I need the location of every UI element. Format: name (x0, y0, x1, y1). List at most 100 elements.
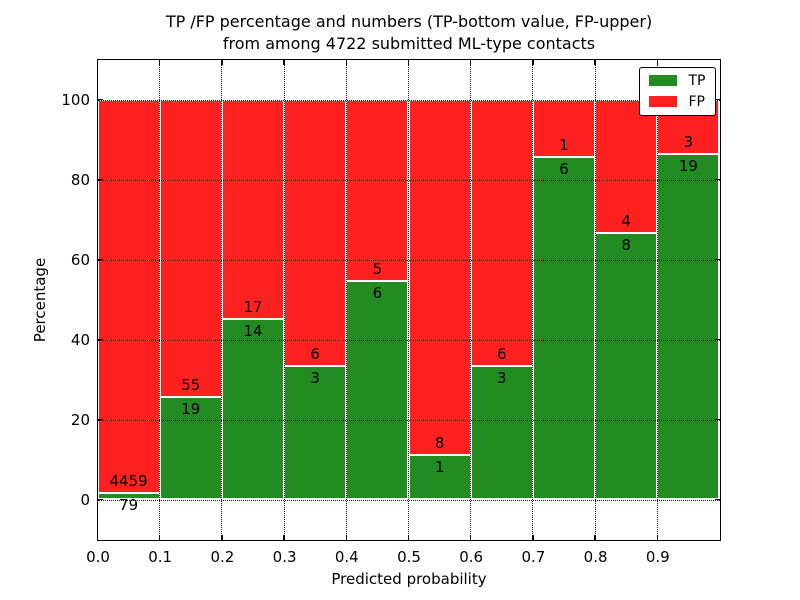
legend-label-tp: TP (688, 72, 706, 89)
bar-tp-segment (346, 281, 409, 500)
plot-frame: TP FP 4459 79 55 19 17 14 6 3 5 6 8 1 6 3 1 6 4 8 3 19 (96, 58, 721, 541)
gridline-vertical (470, 59, 472, 540)
x-tick-label: 0.8 (583, 548, 608, 566)
bar-fp-segment (532, 99, 596, 157)
x-tick-label: 0.9 (645, 548, 670, 566)
x-axis-tick-top (221, 59, 223, 65)
legend-entry-fp: FP (648, 93, 706, 110)
bar-fp-count-label: 4459 (109, 471, 148, 490)
x-axis-tick-top (594, 59, 596, 65)
y-axis-tick (97, 418, 103, 420)
y-tick-label: 100 (61, 91, 90, 109)
gridline-vertical (594, 59, 596, 540)
gridline-vertical (159, 59, 161, 540)
bar-tp-segment (97, 492, 160, 500)
bar-fp-count-label: 6 (497, 345, 507, 364)
bar-fp-segment (159, 99, 222, 397)
x-axis-tick-top (407, 59, 410, 65)
x-tick-label: 0.7 (521, 548, 546, 566)
bar-tp-count-label: 19 (678, 157, 698, 176)
y-axis-tick (97, 258, 103, 260)
x-axis-tick (656, 534, 659, 540)
legend-label-fp: FP (688, 93, 706, 110)
y-axis-tick-right (714, 498, 720, 500)
y-axis-tick (97, 338, 103, 340)
x-tick-label: 0.4 (334, 548, 359, 566)
x-axis-tick (345, 534, 348, 540)
bar-fp-segment (408, 99, 471, 456)
y-axis-tick-right (714, 178, 720, 180)
bar-fp-segment (221, 99, 285, 319)
tp-swatch-icon (648, 75, 677, 86)
x-axis-tick (283, 534, 285, 540)
bar-fp-segment (284, 99, 347, 367)
x-axis-tick-top (283, 59, 285, 65)
y-tick-label: 80 (70, 171, 90, 189)
bar-tp-count-label: 1 (434, 458, 445, 477)
y-axis-tick (97, 498, 103, 500)
bar-fp-count-label: 6 (310, 345, 320, 364)
x-axis-label: Predicted probability (331, 570, 487, 588)
bar-tp-count-label: 79 (119, 495, 139, 514)
y-axis-tick (97, 178, 103, 180)
bar-tp-segment (470, 366, 533, 500)
gridline-vertical (283, 59, 285, 540)
y-tick-label: 60 (70, 251, 90, 269)
x-axis-tick (532, 534, 534, 540)
y-tick-label: 0 (80, 491, 90, 509)
x-axis-tick-top (532, 59, 534, 65)
y-axis-tick-right (714, 418, 720, 420)
x-tick-label: 0.5 (397, 548, 421, 566)
bar-fp-count-label: 17 (243, 297, 263, 316)
x-axis-tick-top (158, 59, 161, 65)
bar-tp-count-label: 8 (621, 235, 631, 254)
x-tick-label: 0.3 (272, 548, 297, 566)
x-axis-tick-top (345, 59, 348, 65)
bar-tp-segment (595, 232, 658, 500)
bar-fp-segment (595, 99, 658, 233)
bar-tp-segment (284, 366, 347, 500)
bar-tp-count-label: 6 (372, 284, 383, 303)
x-axis-tick (158, 534, 161, 540)
bar-tp-count-label: 3 (497, 369, 507, 388)
gridline-vertical (532, 59, 534, 540)
bar-tp-count-label: 6 (559, 159, 569, 178)
plot-area: TP FP 4459 79 55 19 17 14 6 3 5 6 8 1 6 3 1 6 4 8 3 19 (97, 59, 720, 540)
x-axis-tick-top (469, 59, 472, 65)
legend-entry-tp: TP (648, 72, 706, 89)
bar-fp-count-label: 8 (434, 434, 445, 453)
legend: TP FP (638, 66, 716, 116)
x-tick-label: 0.2 (210, 548, 235, 566)
x-tick-label: 0.6 (459, 548, 484, 566)
chart-title-line2: from among 4722 submitted ML-type contac… (222, 34, 596, 53)
bar-tp-count-label: 14 (243, 321, 263, 340)
y-axis-tick (97, 98, 103, 100)
x-axis-tick (594, 534, 596, 540)
bar-tp-segment (159, 396, 222, 500)
x-tick-label: 0.0 (86, 548, 110, 566)
bar-tp-segment (408, 455, 471, 500)
gridline-vertical (408, 59, 409, 540)
bar-tp-segment (221, 318, 285, 500)
y-axis-tick-right (714, 98, 720, 100)
bar-fp-count-label: 4 (621, 211, 631, 230)
y-axis-tick-right (714, 338, 720, 340)
y-tick-label: 20 (70, 411, 90, 429)
chart-title-line1: TP /FP percentage and numbers (TP-bottom… (165, 12, 653, 31)
gridline-vertical (656, 59, 658, 540)
bar-tp-count-label: 19 (181, 399, 201, 418)
y-tick-label: 40 (70, 331, 90, 349)
bar-fp-segment (97, 99, 160, 493)
bar-tp-segment (657, 154, 720, 500)
gridline-vertical (221, 59, 223, 540)
x-axis-tick-top (656, 59, 659, 65)
bar-tp-count-label: 3 (310, 369, 320, 388)
x-tick-label: 0.1 (148, 548, 173, 566)
x-axis-tick (221, 534, 223, 540)
gridline-vertical (345, 59, 347, 540)
bar-fp-count-label: 5 (372, 260, 383, 279)
fp-swatch-icon (648, 96, 677, 107)
x-axis-tick (469, 534, 472, 540)
chart-title: TP /FP percentage and numbers (TP-bottom… (98, 11, 720, 55)
